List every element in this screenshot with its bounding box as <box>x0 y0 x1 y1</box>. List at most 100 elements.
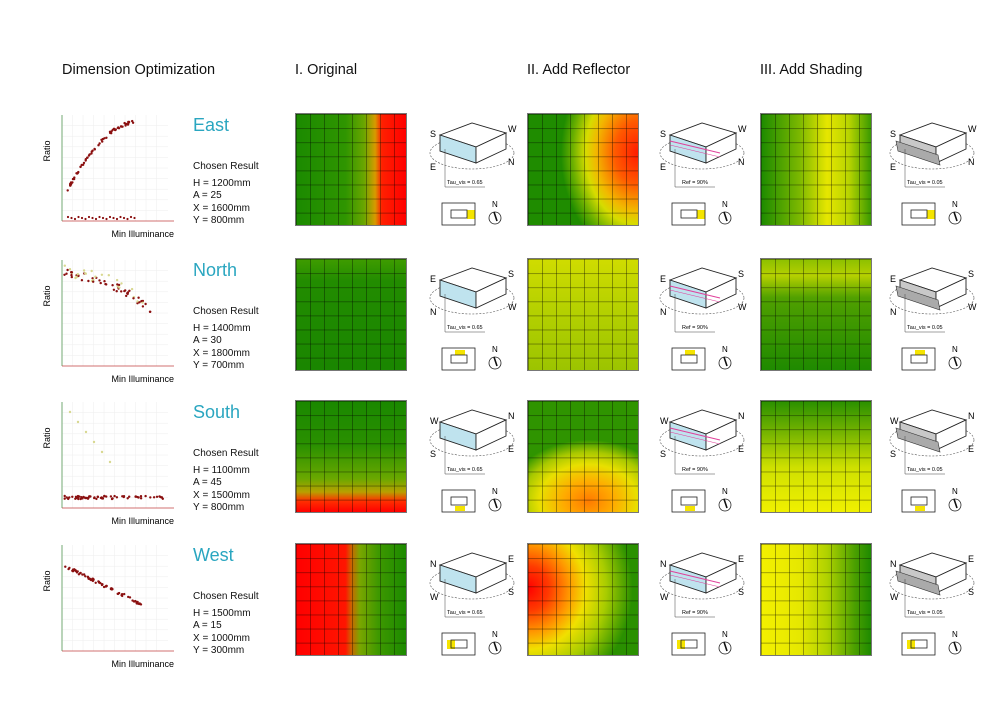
y-axis-label: Ratio <box>42 427 52 448</box>
scatter-point <box>94 217 98 221</box>
scatter-point <box>139 497 143 500</box>
compass-icon <box>948 498 962 512</box>
room-box <box>438 552 508 594</box>
scatter-point <box>88 153 91 156</box>
scatter-point <box>66 268 69 272</box>
room-diagram-original: W N S E Tau_vis = 0.65 N <box>420 402 535 527</box>
orientation-label-br: W <box>968 302 977 312</box>
scatter-point <box>120 282 123 285</box>
y-axis-label: Ratio <box>42 570 52 591</box>
room-diagram-reflector: E S N W Ref = 90% N <box>650 260 765 385</box>
scatter-point <box>76 171 79 175</box>
plan-room <box>910 639 928 649</box>
compass-icon <box>488 498 502 512</box>
plan-outline <box>671 202 706 226</box>
scatter-point <box>92 440 96 444</box>
scatter-point <box>68 268 72 271</box>
sun-path-ellipse <box>429 281 515 315</box>
sun-path-ellipse <box>889 566 975 600</box>
scatter-point <box>99 281 102 285</box>
compass-icon <box>718 211 732 225</box>
scatter-point <box>79 165 82 168</box>
orientation-label-tl: E <box>890 274 896 284</box>
leader-line <box>444 436 485 475</box>
orientation-label-br: N <box>738 157 745 167</box>
plan-window <box>455 350 465 355</box>
scatter-point <box>121 125 124 128</box>
orientation-label-bl: S <box>890 449 896 459</box>
scatter-point <box>121 594 124 598</box>
compass-icon <box>718 641 732 655</box>
scatter-point <box>144 302 147 306</box>
orientation-label-bl: W <box>660 592 669 602</box>
orientation-label-bl: N <box>430 307 437 317</box>
plan-room <box>680 354 698 364</box>
plan-outline <box>441 347 476 371</box>
scatter-point <box>74 569 77 572</box>
header-original: I. Original <box>295 62 358 78</box>
scatter-point <box>152 496 156 499</box>
chosen-result-label: Chosen Result <box>193 448 259 459</box>
room-box <box>438 409 508 451</box>
material-label: Tau_vis = 0.05 <box>907 325 943 331</box>
compass-n-label: N <box>722 487 728 496</box>
plan-room <box>450 354 468 364</box>
scatter-point <box>76 273 79 276</box>
scatter-point <box>119 215 122 219</box>
scatter-point <box>131 121 135 124</box>
scatter-point <box>86 576 90 579</box>
compass-icon <box>718 498 732 512</box>
param-y: Y = 700mm <box>193 360 245 371</box>
orientation-label-br: W <box>508 302 517 312</box>
scatter-point <box>155 495 159 498</box>
scatter-point <box>68 566 71 570</box>
orientation-label-tl: S <box>430 129 436 139</box>
material-label: Tau_vis = 0.65 <box>447 467 483 473</box>
room-diagram-shading: S W E N Tau_vis = 0.05 N <box>880 115 995 240</box>
illuminance-heatmap-reflector <box>527 258 639 371</box>
scatter-point <box>99 496 103 500</box>
row-south: Ratio Min Illuminance South Chosen Resul… <box>0 400 1000 530</box>
orientation-label-bl: E <box>660 162 666 172</box>
scatter-point <box>124 124 127 127</box>
scatter-point <box>122 216 126 220</box>
scatter-point <box>108 215 112 219</box>
illuminance-heatmap-shading <box>760 400 872 513</box>
material-label: Ref = 90% <box>682 467 708 473</box>
illuminance-heatmap-reflector <box>527 400 639 513</box>
plan-window <box>915 506 925 511</box>
compass-n-label: N <box>492 200 498 209</box>
scatter-point <box>80 216 84 220</box>
scatter-point <box>71 495 74 498</box>
orientation-label-br: S <box>738 587 744 597</box>
direction-title: South <box>193 402 241 422</box>
compass-n-label: N <box>952 345 958 354</box>
orientation-label-tl: W <box>430 416 439 426</box>
compass-icon <box>948 211 962 225</box>
plan-outline <box>901 202 936 226</box>
illuminance-heatmap-reflector <box>527 543 639 656</box>
orientation-label-tr: N <box>508 411 515 421</box>
plan-outline <box>441 489 476 513</box>
scatter-point <box>148 310 152 313</box>
scatter-point <box>70 216 73 220</box>
room-diagram-reflector: N E W S Ref = 90% N <box>650 545 765 670</box>
orientation-label-tl: N <box>660 559 667 569</box>
compass-n-label: N <box>492 487 498 496</box>
sun-path-ellipse <box>659 423 745 457</box>
scatter-point <box>108 460 112 464</box>
compass-icon <box>488 641 502 655</box>
header-add-reflector: II. Add Reflector <box>527 62 631 78</box>
compass-icon <box>488 356 502 370</box>
scatter-point <box>111 284 114 287</box>
scatter-point <box>70 271 74 274</box>
scatter-point <box>100 273 104 276</box>
scatter-point <box>79 497 82 501</box>
scatter-point <box>76 420 80 424</box>
sun-path-ellipse <box>659 566 745 600</box>
orientation-label-tr: W <box>508 124 517 134</box>
scatter-point <box>115 278 119 282</box>
room-diagram-reflector: W N S E Ref = 90% N <box>650 402 765 527</box>
orientation-label-bl: S <box>430 449 436 459</box>
param-h: H = 1400mm <box>193 322 251 334</box>
